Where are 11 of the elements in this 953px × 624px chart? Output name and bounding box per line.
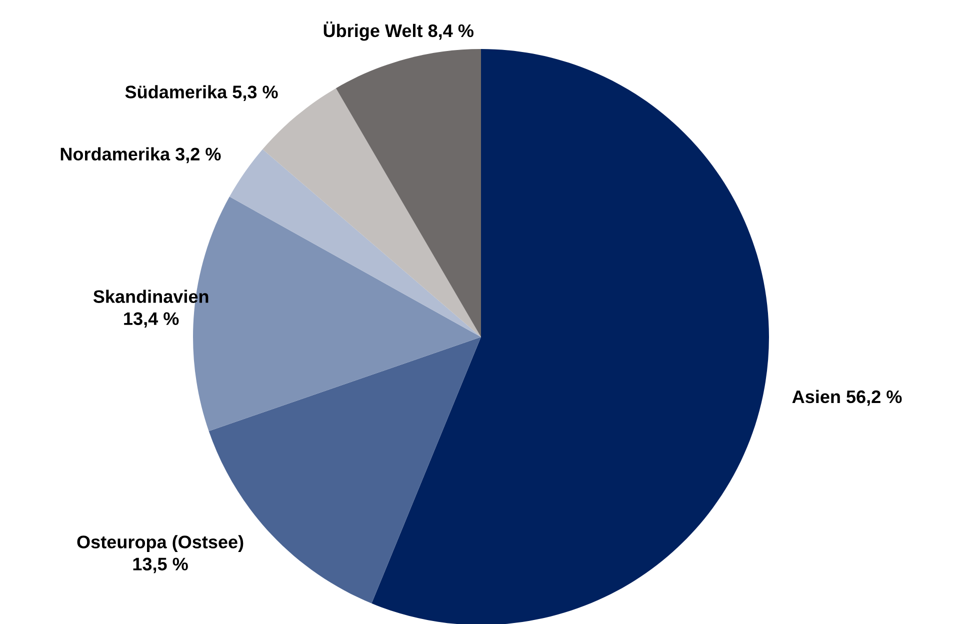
slice-label: Nordamerika 3,2 % <box>60 147 221 164</box>
slice-label: Asien 56,2 % <box>792 390 902 406</box>
slice-label: Übrige Welt 8,4 % <box>324 22 474 41</box>
slice-label: Osteuropa (Ostsee) <box>77 535 244 552</box>
data-label: 13,4 % <box>124 312 179 328</box>
pie-slice <box>336 49 481 337</box>
pie-slice <box>372 49 769 624</box>
slice-label: Südamerika 5,3 % <box>125 85 278 101</box>
slice-label: Skandinavien <box>93 290 208 303</box>
data-label: 13,5 % <box>133 558 188 574</box>
pie-slice <box>230 149 481 337</box>
